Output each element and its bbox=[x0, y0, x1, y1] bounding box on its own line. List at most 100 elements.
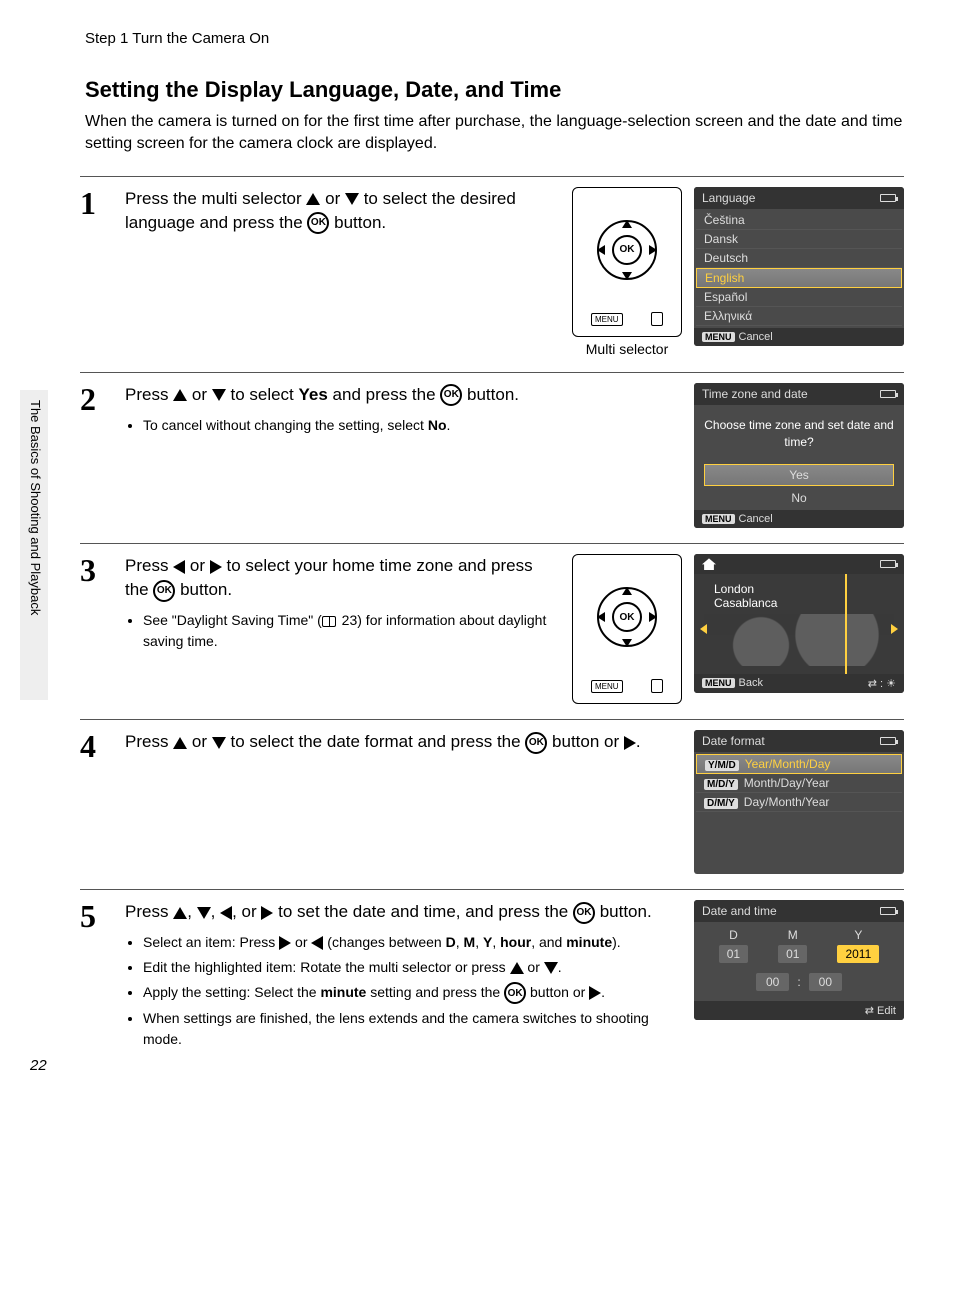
language-option: Čeština bbox=[696, 211, 902, 230]
multi-selector-label: Multi selector bbox=[572, 341, 682, 357]
menu-badge: MENU bbox=[702, 514, 735, 524]
cancel-label: Cancel bbox=[739, 331, 773, 343]
step-1-text: Press the multi selector or to select th… bbox=[125, 187, 557, 235]
text: button or bbox=[526, 984, 589, 1000]
battery-icon bbox=[880, 907, 896, 915]
lcd-title: Date format bbox=[702, 734, 765, 748]
back-label: Back bbox=[739, 677, 763, 689]
text: or bbox=[187, 385, 212, 404]
text: to select the date format and press the bbox=[226, 732, 526, 751]
right-arrow-icon bbox=[891, 624, 898, 634]
language-option: English bbox=[696, 268, 902, 288]
text: Apply the setting: Select the bbox=[143, 984, 320, 1000]
language-option: Deutsch bbox=[696, 249, 902, 268]
d-value: 01 bbox=[719, 945, 748, 963]
lcd-title: Language bbox=[702, 191, 755, 205]
battery-icon bbox=[880, 194, 896, 202]
down-icon bbox=[544, 962, 558, 974]
d-label: D bbox=[719, 928, 748, 942]
step-number: 4 bbox=[80, 730, 110, 874]
left-icon bbox=[311, 936, 323, 950]
ok-icon: OK bbox=[307, 212, 329, 234]
step-2-bullet: To cancel without changing the setting, … bbox=[143, 415, 679, 436]
text: to set the date and time, and press the bbox=[273, 902, 573, 921]
prompt-text: Choose time zone and set date and time? bbox=[694, 405, 904, 463]
m-label: M bbox=[778, 928, 807, 942]
right-icon bbox=[624, 736, 636, 750]
menu-badge: MENU bbox=[702, 332, 735, 342]
city-2: Casablanca bbox=[714, 596, 777, 610]
step-3-bullet: See "Daylight Saving Time" ( 23) for inf… bbox=[143, 610, 557, 652]
left-icon bbox=[173, 560, 185, 574]
text: button. bbox=[329, 213, 386, 232]
text: Press bbox=[125, 732, 173, 751]
step-number: 3 bbox=[80, 554, 110, 704]
camera-back-illustration: OK MENU bbox=[572, 554, 682, 704]
ok-center: OK bbox=[612, 235, 642, 265]
text: button. bbox=[175, 580, 232, 599]
lcd-language: Language ČeštinaDanskDeutschEnglishEspañ… bbox=[694, 187, 904, 346]
home-icon bbox=[702, 558, 716, 570]
step-5: 5 Press , , , or to set the date and tim… bbox=[80, 900, 904, 1054]
text: Press bbox=[125, 902, 173, 921]
text: , or bbox=[232, 902, 261, 921]
m-bold: M bbox=[464, 934, 476, 950]
left-arrow-icon bbox=[700, 624, 707, 634]
divider bbox=[80, 889, 904, 890]
y-value: 2011 bbox=[837, 945, 879, 963]
text: . bbox=[636, 732, 641, 751]
divider bbox=[80, 372, 904, 373]
right-icon bbox=[279, 936, 291, 950]
page-title: Setting the Display Language, Date, and … bbox=[85, 77, 904, 103]
text: ). bbox=[612, 934, 621, 950]
page-number: 22 bbox=[30, 1057, 47, 1074]
hour-bold: hour bbox=[500, 934, 531, 950]
step-number: 5 bbox=[80, 900, 110, 1054]
text: or bbox=[524, 959, 544, 975]
step-5-bullet-3: Apply the setting: Select the minute set… bbox=[143, 982, 679, 1004]
text: . bbox=[558, 959, 562, 975]
y-bold: Y bbox=[483, 934, 492, 950]
down-icon bbox=[212, 737, 226, 749]
ok-icon: OK bbox=[504, 982, 526, 1004]
trash-icon bbox=[651, 312, 663, 326]
text: or bbox=[320, 189, 345, 208]
text: Edit the highlighted item: Rotate the mu… bbox=[143, 959, 510, 975]
ok-icon: OK bbox=[440, 384, 462, 406]
text: To cancel without changing the setting, … bbox=[143, 417, 428, 433]
text: button or bbox=[547, 732, 624, 751]
down-icon bbox=[212, 389, 226, 401]
minute-value: 00 bbox=[809, 973, 842, 991]
m-value: 01 bbox=[778, 945, 807, 963]
menu-button-icon: MENU bbox=[591, 313, 623, 326]
text: or bbox=[291, 934, 311, 950]
intro-text: When the camera is turned on for the fir… bbox=[85, 111, 904, 156]
ok-center: OK bbox=[612, 602, 642, 632]
step-2: 2 Press or to select Yes and press the O… bbox=[80, 383, 904, 529]
divider bbox=[80, 719, 904, 720]
step-5-bullet-1: Select an item: Press or (changes betwee… bbox=[143, 932, 679, 953]
text: Select an item: Press bbox=[143, 934, 279, 950]
text: Press bbox=[125, 385, 173, 404]
up-icon bbox=[173, 737, 187, 749]
text: (changes between bbox=[323, 934, 445, 950]
up-icon bbox=[173, 907, 187, 919]
colon: : bbox=[797, 975, 800, 989]
step-2-text: Press or to select Yes and press the OK … bbox=[125, 383, 679, 407]
text: Press bbox=[125, 556, 173, 575]
battery-icon bbox=[880, 390, 896, 398]
text: , bbox=[187, 902, 196, 921]
side-tab: The Basics of Shooting and Playback bbox=[20, 390, 48, 700]
step-3-text: Press or to select your home time zone a… bbox=[125, 554, 557, 602]
battery-icon bbox=[880, 560, 896, 568]
battery-icon bbox=[880, 737, 896, 745]
ok-icon: OK bbox=[525, 732, 547, 754]
up-icon bbox=[173, 389, 187, 401]
ok-icon: OK bbox=[573, 902, 595, 924]
hour-value: 00 bbox=[756, 973, 789, 991]
left-icon bbox=[220, 906, 232, 920]
text: . bbox=[601, 984, 605, 1000]
menu-button-icon: MENU bbox=[591, 680, 623, 693]
step-5-text: Press , , , or to set the date and time,… bbox=[125, 900, 679, 924]
edit-label: Edit bbox=[877, 1005, 896, 1017]
